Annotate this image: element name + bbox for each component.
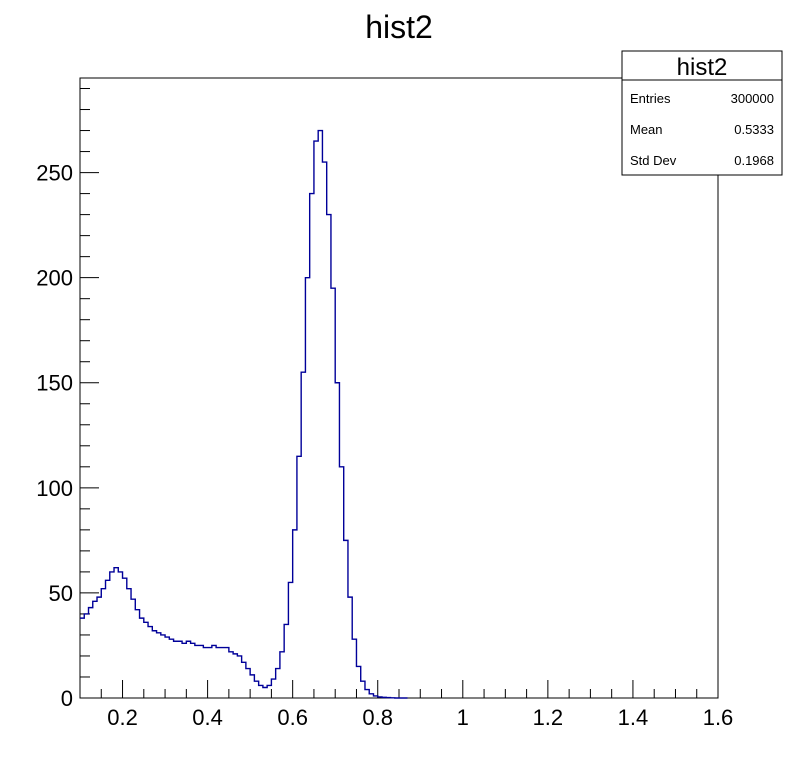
y-tick-label: 200: [36, 266, 73, 291]
x-tick-label: 1.4: [618, 705, 649, 730]
y-tick-label: 100: [36, 476, 73, 501]
x-tick-label: 1: [457, 705, 469, 730]
x-tick-label: 0.8: [362, 705, 393, 730]
histogram-series-line: [80, 129, 408, 699]
series-layer: [80, 129, 408, 699]
y-tick-label: 250: [36, 161, 73, 186]
stats-entries-label: Entries: [630, 91, 671, 106]
stats-stddev-value: 0.1968: [734, 153, 774, 168]
x-axis: 0.2 0.4 0.6 0.8 1 1.2 1.4 1.6: [79, 680, 734, 730]
y-tick-label: 150: [36, 371, 73, 396]
chart-title: hist2: [365, 9, 433, 45]
stats-box-frame: [621, 50, 783, 176]
x-tick-label: 0.6: [277, 705, 308, 730]
y-tick-label: 50: [49, 581, 73, 606]
x-tick-label: 1.2: [533, 705, 564, 730]
x-tick-label: 1.6: [703, 705, 734, 730]
stats-mean-value: 0.5333: [734, 122, 774, 137]
x-tick-label: 0.2: [107, 705, 138, 730]
y-axis: 0 50 100 150 200 250: [36, 88, 99, 711]
stats-stddev-label: Std Dev: [630, 153, 677, 168]
stats-box: hist2 Entries 300000 Mean 0.5333 Std Dev…: [621, 50, 783, 176]
stats-title: hist2: [677, 54, 728, 81]
y-tick-label: 0: [61, 686, 73, 711]
stats-entries-value: 300000: [731, 91, 774, 106]
x-tick-label: 0.4: [192, 705, 223, 730]
stats-mean-label: Mean: [630, 122, 663, 137]
